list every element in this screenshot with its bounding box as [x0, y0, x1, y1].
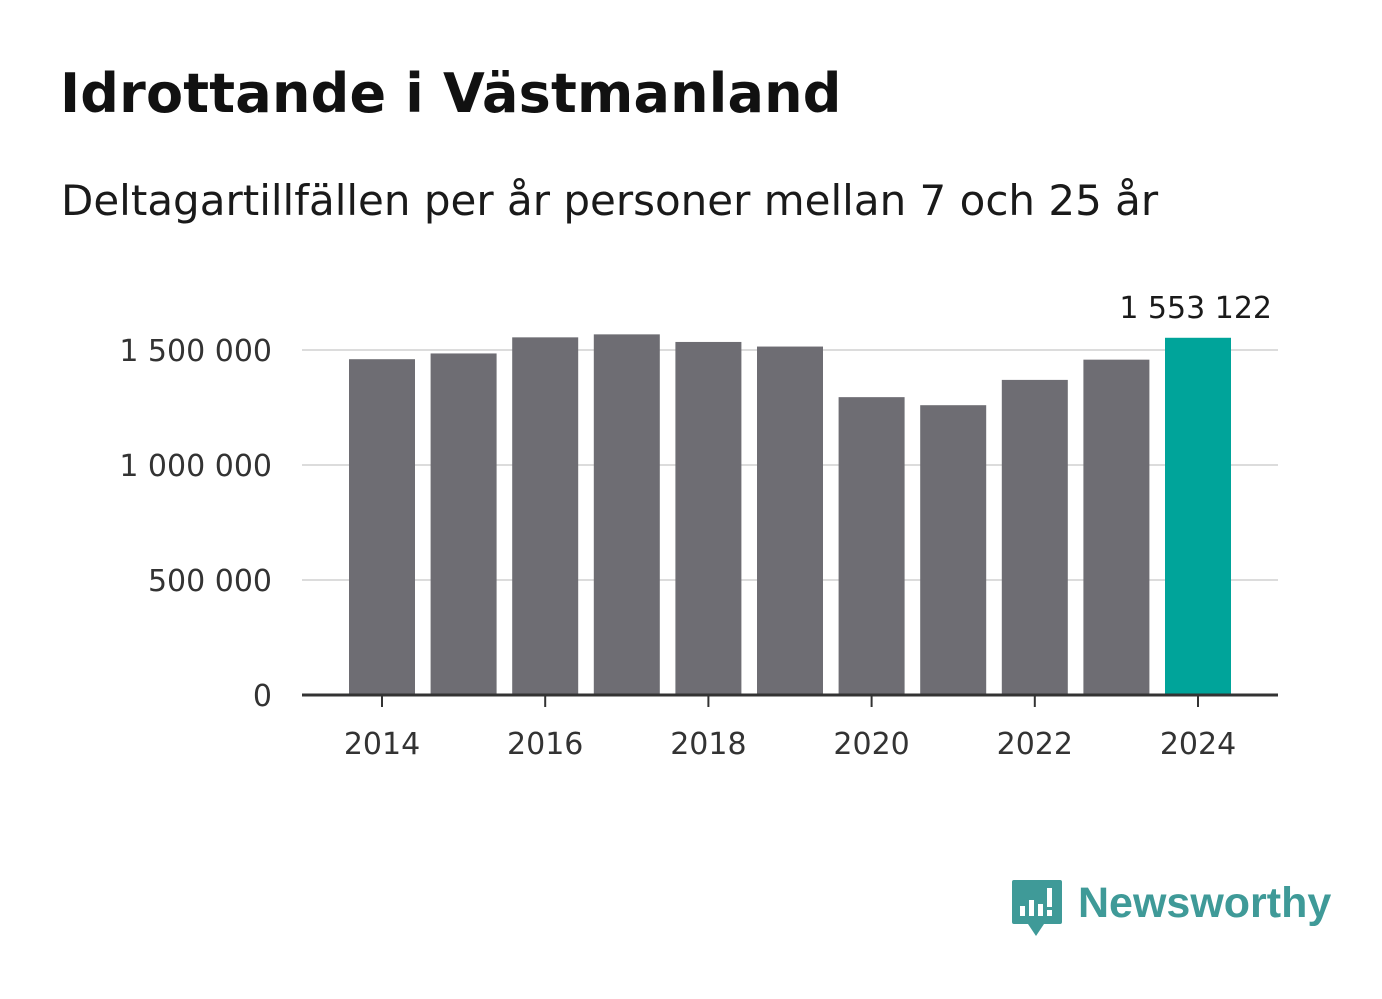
x-tick-label: 2022 [997, 727, 1073, 762]
bar-chart: 0 500 000 1 000 000 1 500 000 2014 2016 2018 20… [119, 291, 1278, 762]
newsworthy-logo-icon [1012, 880, 1062, 936]
labels: 0 500 000 1 000 000 1 500 000 2014 2016 2018 20… [119, 291, 1272, 762]
bar [838, 397, 905, 695]
x-tick-label: 2014 [344, 727, 420, 762]
y-tick-label: 1 000 000 [119, 449, 272, 484]
y-tick-label: 1 500 000 [119, 334, 272, 369]
bar [1001, 379, 1068, 695]
bar-highlight [1165, 337, 1231, 695]
chart-title: Idrottande i Västmanland [60, 62, 842, 125]
y-tick-label: 500 000 [148, 564, 272, 599]
bar [920, 405, 987, 695]
bar [1083, 359, 1150, 695]
chart-subtitle: Deltagartillfällen per år personer mella… [61, 176, 1159, 225]
y-tick-label: 0 [253, 679, 272, 714]
x-tick-label: 2018 [670, 727, 746, 762]
bar [757, 346, 823, 695]
axes [302, 693, 1278, 707]
brand-name: Newsworthy [1078, 879, 1332, 927]
x-tick-label: 2020 [833, 727, 909, 762]
x-tick-label: 2016 [507, 727, 583, 762]
bar [430, 353, 497, 695]
bar [593, 334, 660, 695]
brand-logo: Newsworthy [1010, 878, 1331, 940]
bar [349, 359, 415, 695]
bars [349, 334, 1231, 695]
data-label-highlight: 1 553 122 [1119, 291, 1272, 326]
bar [675, 341, 742, 695]
bar [512, 337, 579, 695]
x-tick-label: 2024 [1160, 727, 1236, 762]
